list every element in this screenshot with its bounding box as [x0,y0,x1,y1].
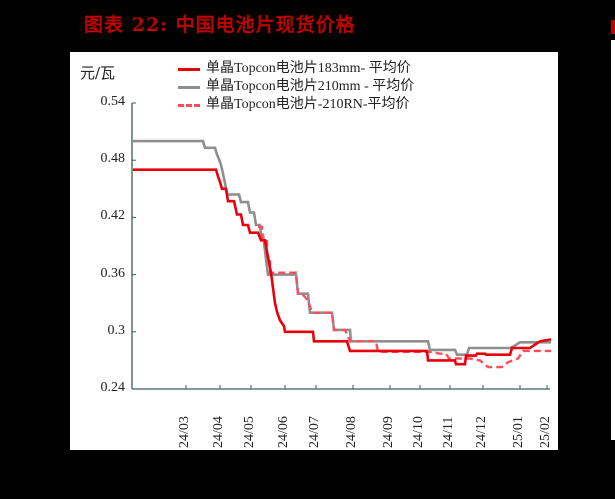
legend-swatch-solid-red [178,67,200,71]
axes [131,102,550,390]
y-tick-label: 0.42 [100,208,126,224]
series-210mm-line [133,139,551,356]
legend-item-210mm: 单晶Topcon电池片210mm - 平均价 [178,78,414,96]
legend-label: 单晶Topcon电池片-210RN-平均价 [206,97,410,112]
legend-label: 单晶Topcon电池片183mm- 平均价 [206,61,411,76]
y-tick-label: 0.3 [107,322,126,338]
chart-panel [70,52,558,450]
next-chart-title-marker [611,20,615,34]
y-tick-label: 0.48 [100,151,126,167]
series-183mm-line [133,168,552,366]
chart-title: 图表 22: 中国电池片现货价格 [84,14,356,36]
series-210rn-dashed-line [258,225,551,369]
y-tick-label: 0.54 [100,94,126,109]
adjacent-panel-edge [611,40,615,440]
legend-swatch-solid-gray [178,85,200,89]
y-tick-label: 0.36 [100,265,126,281]
y-tick-label: 0.24 [100,380,126,395]
legend-label: 单晶Topcon电池片210mm - 平均价 [206,79,415,94]
legend-swatch-dashed-red [178,103,200,107]
y-axis-unit-label: 元/瓦 [80,64,116,82]
legend: 单晶Topcon电池片183mm- 平均价 单晶Topcon电池片210mm -… [178,60,414,114]
legend-item-210rn: 单晶Topcon电池片-210RN-平均价 [178,96,414,114]
legend-item-183mm: 单晶Topcon电池片183mm- 平均价 [178,60,414,78]
